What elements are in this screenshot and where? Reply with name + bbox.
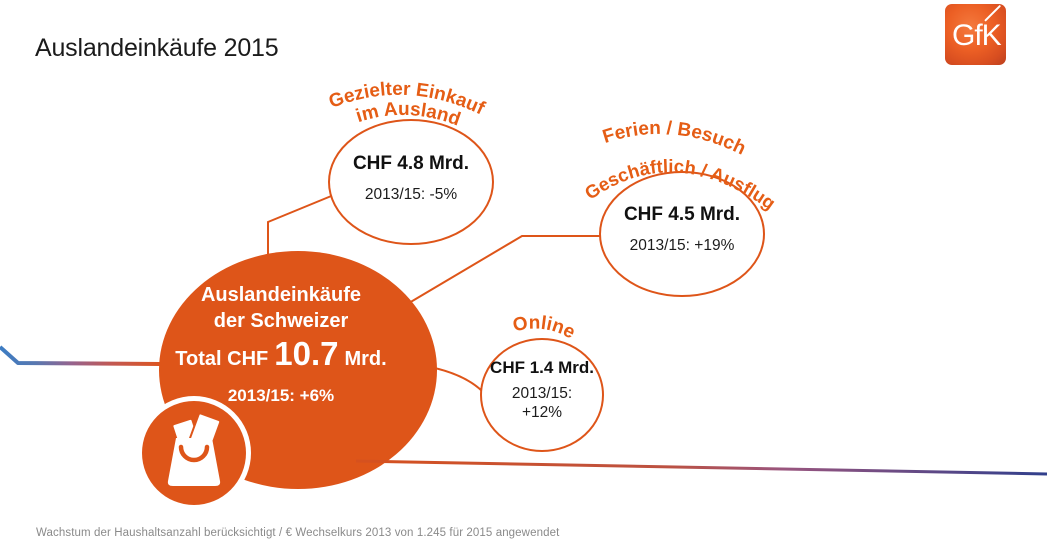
bubble-ferien-text: CHF 4.5 Mrd. 2013/15: +19% [600,204,764,255]
bubble-gezielter-text: CHF 4.8 Mrd. 2013/15: -5% [329,153,493,204]
footnote: Wachstum der Haushaltsanzahl berücksicht… [36,527,560,539]
bubble-ferien-value: CHF 4.5 Mrd. [623,204,741,225]
bubble-online-change: 2013/15: +12% [482,384,602,422]
bubble-online-change-line1: 2013/15: [511,385,573,402]
bubble-online [480,338,604,452]
bubble-gezielter-value: CHF 4.8 Mrd. [352,153,470,174]
label-ferien-line1: Ferien / Besuch [600,118,749,160]
central-total-prefix: Total CHF [175,348,269,370]
central-label-line1: Auslandeinkäufe [200,284,362,306]
bubble-ferien [599,171,765,297]
bubble-gezielter [328,119,494,245]
central-total-unit: Mrd. [344,348,387,370]
central-label-line2: der Schweizer [213,310,349,332]
central-bubble-text: Auslandeinkäufe der Schweizer Total CHF 1… [146,282,416,406]
central-change: 2013/15: +6% [227,386,335,405]
decorative-line-left [0,345,161,366]
gfk-logo: GfK [945,4,1006,65]
central-total-value: 10.7 [274,335,339,372]
central-total: Total CHF 10.7 Mrd. [146,336,416,377]
bubble-gezielter-change: 2013/15: -5% [364,186,458,203]
bubble-ferien-change: 2013/15: +19% [629,237,735,254]
bubble-online-value: CHF 1.4 Mrd. [490,358,594,377]
gfk-logo-text: GfK [952,19,1002,52]
bubble-online-change-line2: +12% [521,404,563,421]
bubble-online-text: CHF 1.4 Mrd. 2013/15: +12% [482,358,602,422]
page-title: Auslandeinkäufe 2015 [35,34,279,62]
shopping-bag-icon [137,396,251,510]
decorative-line-bottom [355,459,1047,476]
